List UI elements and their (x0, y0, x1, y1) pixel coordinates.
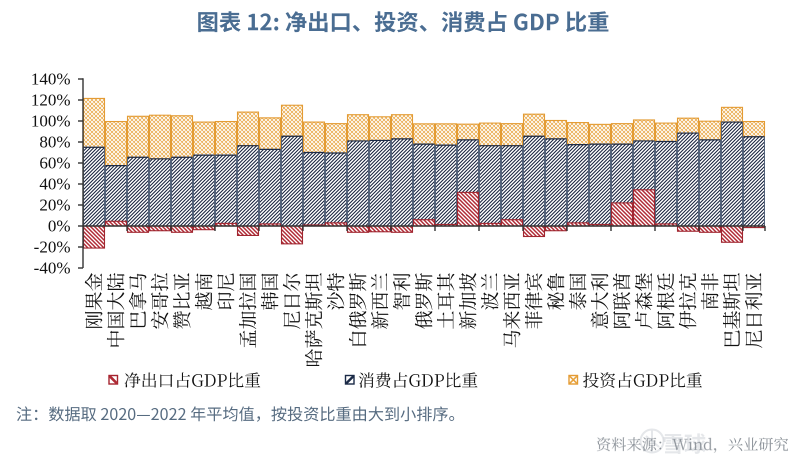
svg-text:60%: 60% (39, 154, 70, 173)
svg-text:-40%: -40% (34, 259, 71, 278)
svg-text:140%: 140% (31, 70, 71, 89)
svg-text:40%: 40% (39, 175, 70, 194)
svg-text:120%: 120% (31, 91, 71, 110)
svg-text:100%: 100% (31, 112, 71, 131)
svg-text:0%: 0% (48, 217, 71, 236)
svg-text:20%: 20% (39, 196, 70, 215)
svg-text:80%: 80% (39, 133, 70, 152)
svg-text:-20%: -20% (34, 238, 71, 257)
